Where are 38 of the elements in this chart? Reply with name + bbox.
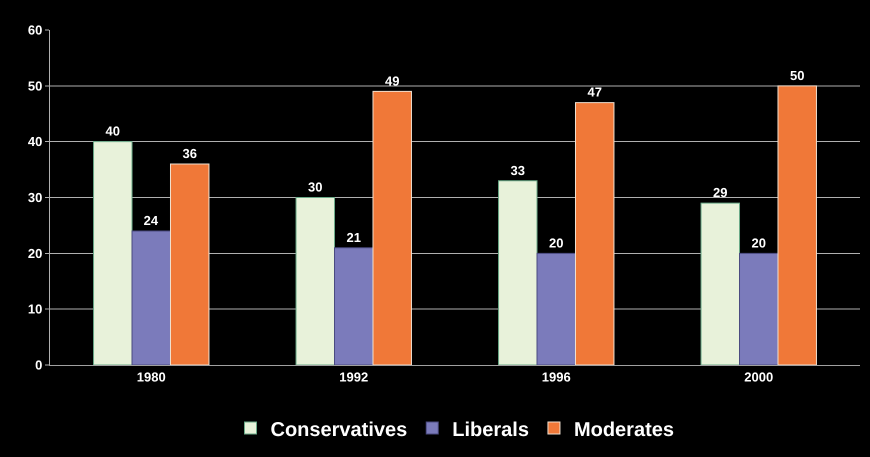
bar	[574, 102, 614, 365]
y-tick-label: 30	[28, 190, 42, 206]
legend-label: Liberals	[452, 418, 529, 441]
legend-label: Moderates	[574, 418, 674, 441]
x-tick-label: 1980	[136, 370, 166, 385]
x-tick-label: 2000	[744, 370, 774, 385]
y-tick-label: 10	[28, 302, 42, 317]
data-label: 40	[106, 124, 120, 139]
y-tick-label: 20	[28, 246, 42, 261]
bar	[93, 141, 133, 365]
data-label: 33	[510, 162, 526, 178]
legend-label: Conservatives	[270, 418, 408, 441]
bar	[700, 202, 740, 365]
data-label: 24	[144, 213, 159, 228]
bar	[170, 164, 210, 365]
y-tick-label: 60	[28, 22, 42, 38]
bar	[372, 90, 412, 365]
y-tick-label: 0	[35, 358, 42, 373]
x-tick-label: 1992	[339, 370, 368, 385]
bar	[334, 247, 374, 365]
data-label: 29	[713, 185, 728, 200]
x-tick-label: 1996	[542, 370, 571, 385]
data-label: 20	[752, 235, 766, 250]
data-label: 21	[346, 230, 361, 245]
bar	[498, 180, 538, 365]
data-label: 20	[549, 235, 564, 250]
data-label: 36	[182, 146, 197, 161]
data-label: 47	[587, 84, 602, 100]
data-label: 49	[384, 73, 400, 88]
data-label: 50	[790, 68, 804, 83]
bar	[536, 252, 576, 365]
bar	[777, 85, 817, 365]
data-label: 30	[308, 180, 323, 194]
bar	[296, 197, 336, 365]
bar	[739, 252, 778, 365]
bar	[132, 230, 171, 365]
y-tick-label: 40	[28, 134, 42, 150]
y-tick-label: 50	[28, 78, 42, 94]
